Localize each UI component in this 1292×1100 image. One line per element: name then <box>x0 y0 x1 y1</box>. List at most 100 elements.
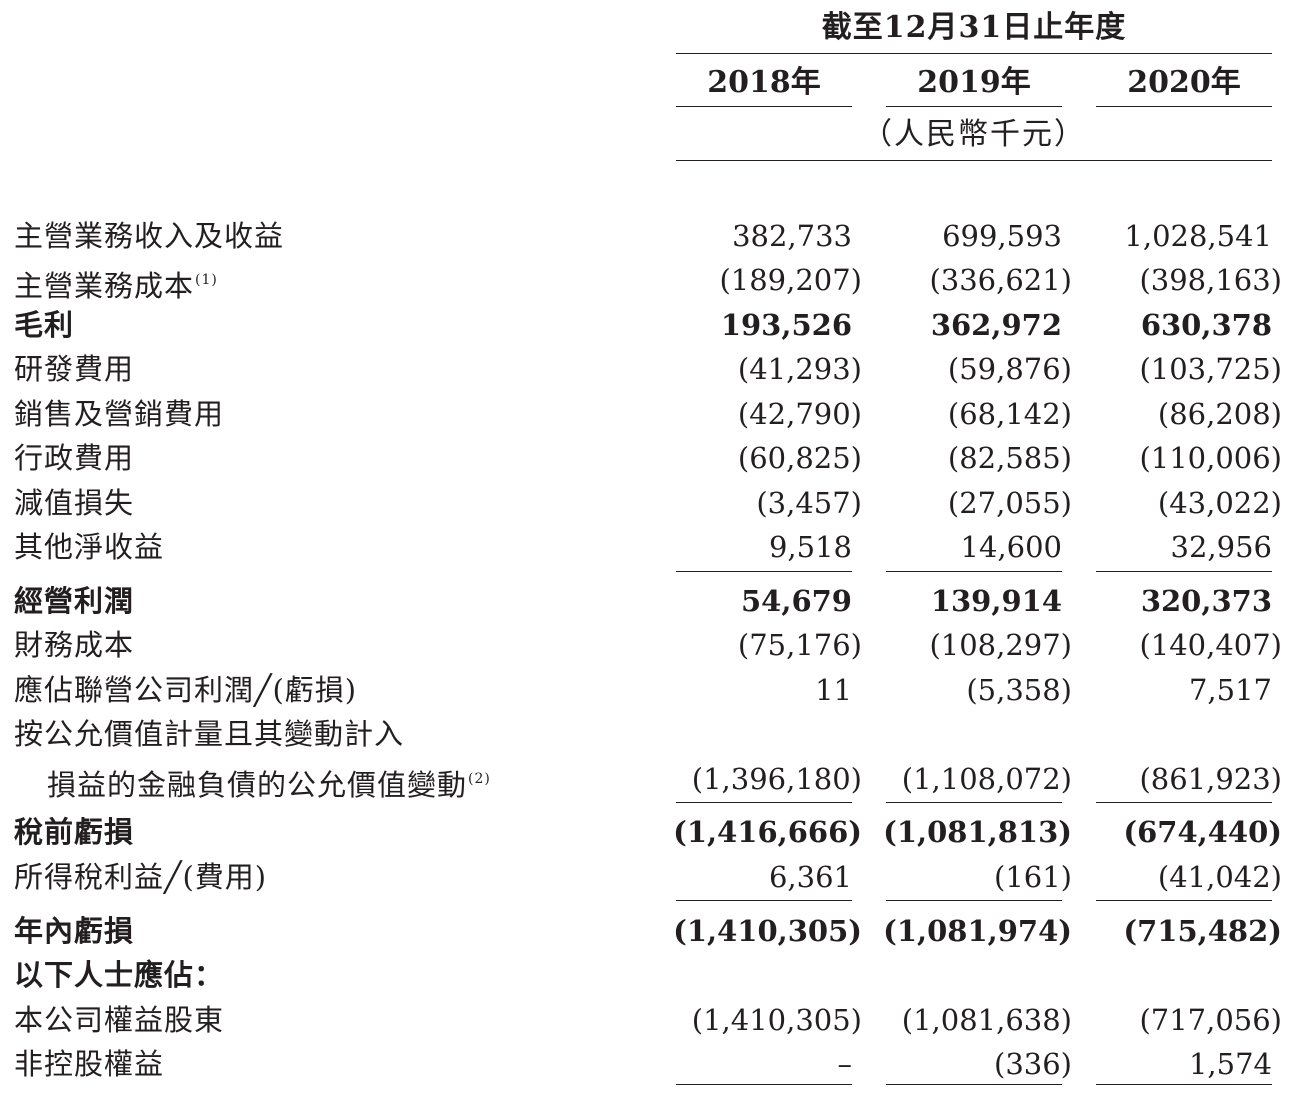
row-label-text: 稅前虧損 <box>14 815 135 849</box>
value-cell-2020: (715,482) <box>1123 914 1282 948</box>
row-label: 經營利潤 <box>14 581 134 621</box>
subtotal-rule <box>1096 900 1272 901</box>
total-rule <box>1096 1084 1272 1085</box>
row-label-text: 毛利 <box>14 308 75 342</box>
value-cell-2019: 362,972 <box>930 308 1062 342</box>
row-label-text: 行政費用 <box>14 441 135 475</box>
table-row: 損益的金融負債的公允價值變動(2) (1,396,180) (1,108,072) (… <box>0 759 1292 802</box>
value-cell-2018: 193,526 <box>720 308 852 342</box>
table-row: 研發費用 (41,293) (59,876) (103,725) <box>0 349 1292 389</box>
row-label-text: 非控股權益 <box>14 1047 165 1081</box>
value-cell-2020: (140,407) <box>1139 628 1282 662</box>
value-cell-2018: (1,396,180) <box>691 762 862 796</box>
row-label: 損益的金融負債的公允價值變動(2) <box>47 759 491 805</box>
value-cell-2019: (68,142) <box>947 397 1072 431</box>
value-cell-2019: (336,621) <box>929 263 1072 297</box>
period-header: 截至12月31日止年度 <box>821 10 1127 45</box>
value-cell-2020: (717,056) <box>1139 1003 1282 1037</box>
row-label: 本公司權益股東 <box>14 1000 224 1040</box>
value-cell-2019: 14,600 <box>960 530 1062 564</box>
row-label-text: 銷售及營銷費用 <box>14 397 225 431</box>
row-label-text: 按公允價值計量且其變動計入 <box>14 717 405 751</box>
row-label-text: 以下人士應佔： <box>14 958 225 992</box>
value-cell-2019: (59,876) <box>947 352 1072 386</box>
value-cell-2019: (1,108,072) <box>901 762 1072 796</box>
unit-label: （人民幣千元） <box>862 117 1086 152</box>
table-row: 毛利 193,526 362,972 630,378 <box>0 305 1292 345</box>
table-row: 年內虧損 (1,410,305) (1,081,974) (715,482) <box>0 911 1292 951</box>
row-label: 毛利 <box>14 305 74 345</box>
row-label: 減值損失 <box>14 483 134 523</box>
year-2018-header: 2018年 <box>707 65 821 100</box>
row-label: 財務成本 <box>14 625 134 665</box>
value-cell-2020: (41,042) <box>1157 860 1282 894</box>
value-cell-2019: (1,081,974) <box>883 914 1072 948</box>
row-label-text: 應佔聯營公司利潤╱(虧損) <box>14 673 358 707</box>
value-cell-2018: – <box>837 1047 853 1081</box>
row-label: 年內虧損 <box>14 911 134 951</box>
row-label-text: 損益的金融負債的公允價值變動 <box>47 768 468 802</box>
row-label: 稅前虧損 <box>14 812 134 852</box>
row-label: 所得稅利益╱(費用) <box>14 857 267 897</box>
table-row: 經營利潤 54,679 139,914 320,373 <box>0 581 1292 621</box>
value-cell-2020: (103,725) <box>1139 352 1282 386</box>
value-cell-2020: (674,440) <box>1123 815 1282 849</box>
subtotal-rule <box>886 571 1062 572</box>
table-row: 行政費用 (60,825) (82,585) (110,006) <box>0 438 1292 478</box>
row-label-text: 研發費用 <box>14 352 135 386</box>
value-cell-2018: 11 <box>815 673 852 707</box>
value-cell-2019: (336) <box>994 1047 1072 1081</box>
value-cell-2020: (110,006) <box>1139 441 1282 475</box>
subtotal-rule <box>886 802 1062 803</box>
header-rule <box>676 53 1272 54</box>
value-cell-2018: (1,410,305) <box>691 1003 862 1037</box>
table-row: 主營業務收入及收益 382,733 699,593 1,028,541 <box>0 216 1292 256</box>
row-label-text: 其他淨收益 <box>14 530 165 564</box>
row-label: 研發費用 <box>14 349 134 389</box>
table-row: 應佔聯營公司利潤╱(虧損) 11 (5,358) 7,517 <box>0 670 1292 710</box>
table-row: 非控股權益 – (336) 1,574 <box>0 1044 1292 1084</box>
value-cell-2019: (161) <box>994 860 1072 894</box>
year-2020-header: 2020年 <box>1127 65 1241 100</box>
value-cell-2020: (861,923) <box>1139 762 1282 796</box>
value-cell-2019: 699,593 <box>942 219 1062 253</box>
table-row: 財務成本 (75,176) (108,297) (140,407) <box>0 625 1292 665</box>
value-cell-2020: 630,378 <box>1140 308 1272 342</box>
value-cell-2018: (41,293) <box>737 352 862 386</box>
value-cell-2018: (3,457) <box>756 486 862 520</box>
row-label: 非控股權益 <box>14 1044 164 1084</box>
row-label: 主營業務收入及收益 <box>14 216 284 256</box>
table-row: 其他淨收益 9,518 14,600 32,956 <box>0 527 1292 567</box>
table-row: 主營業務成本(1) (189,207) (336,621) (398,163) <box>0 260 1292 303</box>
table-row: 本公司權益股東 (1,410,305) (1,081,638) (717,056) <box>0 1000 1292 1040</box>
value-cell-2018: 9,518 <box>768 530 852 564</box>
table-row: 按公允價值計量且其變動計入 <box>0 714 1292 754</box>
value-cell-2020: 7,517 <box>1188 673 1272 707</box>
table-row: 以下人士應佔： <box>0 955 1292 995</box>
row-label-text: 主營業務成本 <box>14 269 195 303</box>
value-cell-2018: 6,361 <box>768 860 852 894</box>
subtotal-rule <box>1096 802 1272 803</box>
value-cell-2018: 382,733 <box>732 219 852 253</box>
row-label-text: 本公司權益股東 <box>14 1003 225 1037</box>
value-cell-2019: (27,055) <box>947 486 1072 520</box>
row-label-text: 年內虧損 <box>14 914 135 948</box>
row-label: 主營業務成本(1) <box>14 260 218 306</box>
value-cell-2020: 32,956 <box>1170 530 1272 564</box>
value-cell-2020: 320,373 <box>1140 584 1272 618</box>
unit-rule <box>676 160 1272 161</box>
year-2019-header: 2019年 <box>917 65 1031 100</box>
subtotal-rule <box>676 802 852 803</box>
value-cell-2019: (1,081,813) <box>883 815 1072 849</box>
value-cell-2018: (1,416,666) <box>673 815 862 849</box>
row-label-text: 主營業務收入及收益 <box>14 219 285 253</box>
subtotal-rule <box>886 900 1062 901</box>
row-label: 行政費用 <box>14 438 134 478</box>
row-label: 銷售及營銷費用 <box>14 394 224 434</box>
table-row: 稅前虧損 (1,416,666) (1,081,813) (674,440) <box>0 812 1292 852</box>
value-cell-2018: (60,825) <box>737 441 862 475</box>
value-cell-2020: 1,028,541 <box>1124 219 1272 253</box>
row-label-text: 所得稅利益╱(費用) <box>14 860 268 894</box>
value-cell-2019: (5,358) <box>966 673 1072 707</box>
row-label: 其他淨收益 <box>14 527 164 567</box>
